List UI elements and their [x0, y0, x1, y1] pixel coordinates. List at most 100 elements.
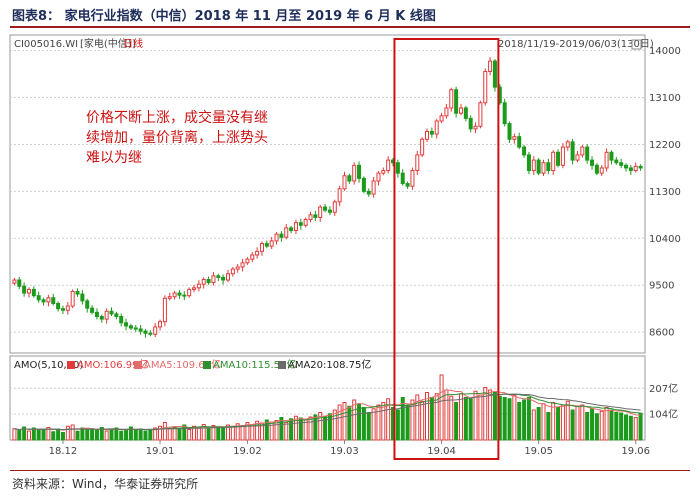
- volume-bar: [162, 422, 167, 441]
- candle-body: [512, 136, 517, 140]
- volume-bar: [12, 428, 17, 441]
- candle: [192, 284, 197, 293]
- volume-bar: [420, 400, 425, 441]
- volume-bar: [56, 428, 61, 441]
- candle-body: [177, 292, 182, 296]
- candle: [444, 104, 449, 119]
- candle-body: [264, 243, 269, 247]
- candle: [405, 181, 410, 190]
- candles-group: [12, 57, 643, 338]
- volume-bar: [444, 389, 449, 441]
- volume-bar: [70, 424, 75, 441]
- volume-bar: [614, 412, 619, 441]
- volume-axis-ticks: 104亿 207亿: [649, 382, 678, 421]
- candle-body: [65, 305, 70, 311]
- volume-bar: [468, 398, 473, 441]
- volume-bar: [138, 428, 143, 441]
- candle-body: [551, 151, 556, 172]
- x-tick-label: 19.05: [524, 446, 553, 457]
- candle-body: [604, 151, 609, 169]
- candle: [609, 150, 614, 165]
- volume-legend-ama10: AMA10:115.59亿: [213, 358, 296, 371]
- candle-body: [352, 164, 357, 182]
- volume-bar: [264, 419, 269, 441]
- volume-bar: [206, 428, 211, 441]
- volume-ma-lines: [14, 389, 641, 431]
- candle: [357, 161, 362, 183]
- candle: [371, 177, 376, 198]
- candle: [327, 206, 332, 216]
- volume-bar: [128, 426, 133, 441]
- candle-body: [580, 146, 585, 156]
- volume-bar: [289, 418, 294, 441]
- volume-bar: [230, 425, 235, 441]
- candle-body: [216, 275, 221, 278]
- volume-bar: [332, 409, 337, 441]
- candle-body: [332, 201, 337, 213]
- candle: [424, 128, 430, 143]
- volume-tick-label: 207亿: [649, 382, 678, 395]
- volume-bar: [585, 412, 590, 441]
- candle-body: [235, 266, 240, 270]
- candle: [182, 291, 187, 301]
- candle-body: [342, 175, 347, 190]
- candle: [284, 223, 289, 240]
- candle: [206, 276, 211, 285]
- volume-bar: [279, 417, 284, 441]
- candle-body: [298, 222, 303, 226]
- candle: [565, 139, 570, 151]
- candle-body: [90, 307, 95, 313]
- volume-bar: [395, 409, 400, 441]
- candle-body: [541, 162, 546, 174]
- candle-body: [56, 302, 61, 310]
- candle-body: [454, 89, 459, 114]
- candle-body: [143, 330, 148, 334]
- price-tick-label: 13100: [649, 93, 681, 104]
- volume-bar: [381, 402, 386, 441]
- candle: [216, 273, 221, 282]
- candle-body: [255, 250, 260, 256]
- candle: [313, 210, 318, 222]
- candle: [342, 171, 347, 191]
- candle-body: [36, 295, 41, 301]
- candle: [541, 159, 546, 177]
- scroll-up-icon[interactable]: [631, 39, 642, 50]
- candle: [240, 258, 245, 272]
- price-tick-label: 12200: [649, 140, 681, 151]
- volume-bar: [60, 432, 65, 441]
- candle: [386, 156, 391, 174]
- volume-legend-ama20: AMA20:108.75亿: [288, 358, 371, 371]
- volume-bar: [31, 427, 36, 441]
- candle: [439, 112, 444, 124]
- date-range-label: 2018/11/19-2019/06/03(130日): [498, 39, 654, 50]
- candle: [633, 162, 638, 173]
- volume-bar: [439, 374, 444, 441]
- candle: [269, 236, 274, 249]
- volume-bar: [502, 397, 507, 441]
- candle-body: [250, 254, 255, 260]
- volume-legend-ama5: AMA5:109.67亿: [144, 358, 221, 371]
- candle: [245, 257, 250, 265]
- price-plot-frame: [9, 34, 646, 354]
- candle: [502, 98, 507, 127]
- volume-bar: [347, 405, 352, 441]
- candle: [531, 156, 536, 175]
- candle: [65, 302, 70, 315]
- candle: [507, 121, 512, 143]
- candle-body: [225, 273, 231, 281]
- candle-body: [444, 107, 449, 117]
- volume-bar: [594, 413, 599, 441]
- candle-body: [201, 278, 206, 285]
- volume-bar: [371, 408, 376, 441]
- candle: [133, 324, 138, 332]
- candle-body: [546, 162, 551, 172]
- volume-bar: [99, 427, 104, 441]
- candle-body: [128, 325, 133, 329]
- volume-plot-frame: [9, 355, 646, 441]
- candle-body: [80, 293, 85, 302]
- candle-body: [70, 290, 75, 307]
- candle: [454, 86, 459, 118]
- price-tick-label: 9500: [649, 281, 674, 292]
- candle: [31, 286, 36, 298]
- candle: [366, 188, 371, 197]
